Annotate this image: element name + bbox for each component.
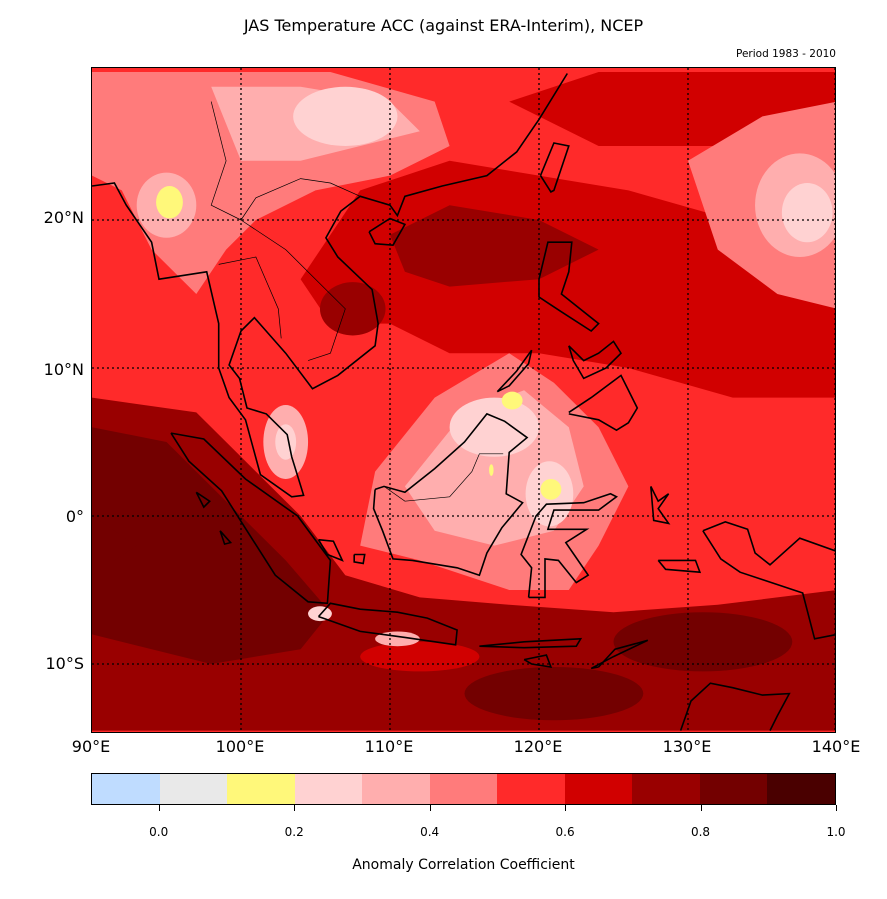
colorbar-segment <box>564 774 633 804</box>
colorbar-tick-label: 1.0 <box>826 825 846 839</box>
colorbar-tick <box>700 805 702 811</box>
colorbar-tick-label: 0.8 <box>690 825 711 839</box>
halmahera-coastline <box>650 486 671 525</box>
country-border <box>240 219 346 361</box>
chart-title: JAS Temperature ACC (against ERA-Interim… <box>243 16 644 35</box>
lat-label-10n: 10°N <box>43 360 84 379</box>
colorbar-segment <box>92 774 160 804</box>
colorbar-segment <box>429 774 498 804</box>
contour-0.7-0.8 <box>390 205 599 287</box>
new-guinea-coastline <box>702 521 835 640</box>
colorbar-segment <box>699 774 768 804</box>
colorbar-tick <box>294 805 296 811</box>
colorbar-tick <box>158 805 160 811</box>
luzon-coastline <box>538 241 600 333</box>
colorbar-tick <box>429 805 431 811</box>
lat-label-0: 0° <box>65 507 84 526</box>
contour-0.1-0.2 <box>501 391 523 410</box>
colorbar-segment <box>294 774 363 804</box>
borneo-coastline <box>372 412 529 577</box>
lon-label-90e: 90°E <box>71 737 111 756</box>
taiwan-coastline <box>539 142 570 193</box>
contour-0.8-0.9 <box>464 666 644 721</box>
contour-0.1-0.2 <box>489 464 494 477</box>
bangka-coastline <box>317 538 344 562</box>
lon-label-110e: 110°E <box>364 737 414 756</box>
sumatra-coastline <box>170 432 332 605</box>
colorbar-segment <box>632 774 700 804</box>
contour-0.8-0.9 <box>92 516 137 576</box>
colorbar-tick-label: 0.6 <box>555 825 575 839</box>
sumba-coastline <box>523 654 553 669</box>
timor-coastline <box>590 639 649 670</box>
colorbar-segment <box>767 774 836 804</box>
australia-coastline <box>679 682 791 731</box>
colorbar-segment <box>362 774 430 804</box>
lon-label-140e: 140°E <box>811 737 861 756</box>
seram-coastline <box>657 559 702 574</box>
contour-0.8-0.9 <box>613 612 793 672</box>
colorbar-label: Anomaly Correlation Coefficient <box>352 857 575 873</box>
lat-label-20n: 20°N <box>43 208 84 227</box>
palawan-coastline <box>496 349 533 393</box>
hainan-coastline <box>368 217 407 247</box>
country-border <box>210 101 361 221</box>
contour-0.2-0.3 <box>449 397 539 457</box>
mainland-coastline <box>92 73 568 498</box>
belitung-coastline <box>353 553 366 565</box>
visayas-coastline <box>568 340 623 380</box>
lon-label-130e: 130°E <box>662 737 712 756</box>
contour-0.1-0.2 <box>540 479 562 500</box>
contour-0.8-0.9 <box>92 427 331 664</box>
colorbar-tick-label: 0.0 <box>149 825 169 839</box>
colorbar-tick <box>565 805 567 811</box>
contour-0.1-0.2 <box>156 185 183 219</box>
colorbar-tick <box>836 805 837 811</box>
colorbar-tick-label: 0.2 <box>284 825 304 839</box>
sulawesi-coastline <box>520 492 619 599</box>
period-subtitle: Period 1983 - 2010 <box>736 48 836 60</box>
colorbar-segment <box>159 774 228 804</box>
acc-map <box>91 67 836 733</box>
country-border <box>383 453 504 502</box>
lon-label-120e: 120°E <box>513 737 563 756</box>
mindanao-coastline <box>568 374 639 432</box>
lesser-sunda-coastline <box>479 637 583 649</box>
colorbar-segment <box>497 774 565 804</box>
lat-label-10s: 10°S <box>45 654 84 673</box>
contour-0.2-0.3 <box>293 86 398 146</box>
mentawai-coastline <box>219 530 233 546</box>
nias-coastline <box>195 491 211 509</box>
colorbar-tick-label: 0.4 <box>420 825 440 839</box>
java-coastline <box>317 602 458 646</box>
colorbar-segment <box>227 774 295 804</box>
country-border <box>218 256 282 339</box>
contour-0.2-0.3 <box>275 424 297 460</box>
contour-0.6-0.7 <box>360 641 480 672</box>
contour-0.2-0.3 <box>781 183 833 243</box>
contour-0.7-0.8 <box>319 282 386 336</box>
colorbar <box>91 773 836 805</box>
lon-label-100e: 100°E <box>215 737 265 756</box>
contour-0.2-0.3 <box>308 606 332 622</box>
